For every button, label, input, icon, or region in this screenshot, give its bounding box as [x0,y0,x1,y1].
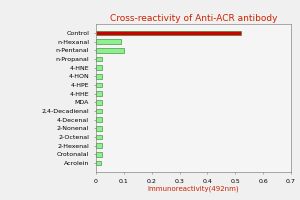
Bar [96,91,102,96]
Bar [96,57,102,61]
Bar [96,65,102,70]
X-axis label: Immunoreactivity(492nm): Immunoreactivity(492nm) [148,185,239,192]
Bar [96,135,102,139]
Bar [96,83,102,87]
Bar [96,152,102,157]
Bar [96,126,102,131]
Title: Cross-reactivity of Anti-ACR antibody: Cross-reactivity of Anti-ACR antibody [110,14,277,23]
Bar [96,31,241,35]
Bar [96,74,102,79]
Bar [96,143,102,148]
Bar [96,109,102,113]
Bar [96,161,101,165]
Bar [96,117,102,122]
Bar [96,48,124,53]
Bar [96,100,102,105]
Bar [96,39,121,44]
